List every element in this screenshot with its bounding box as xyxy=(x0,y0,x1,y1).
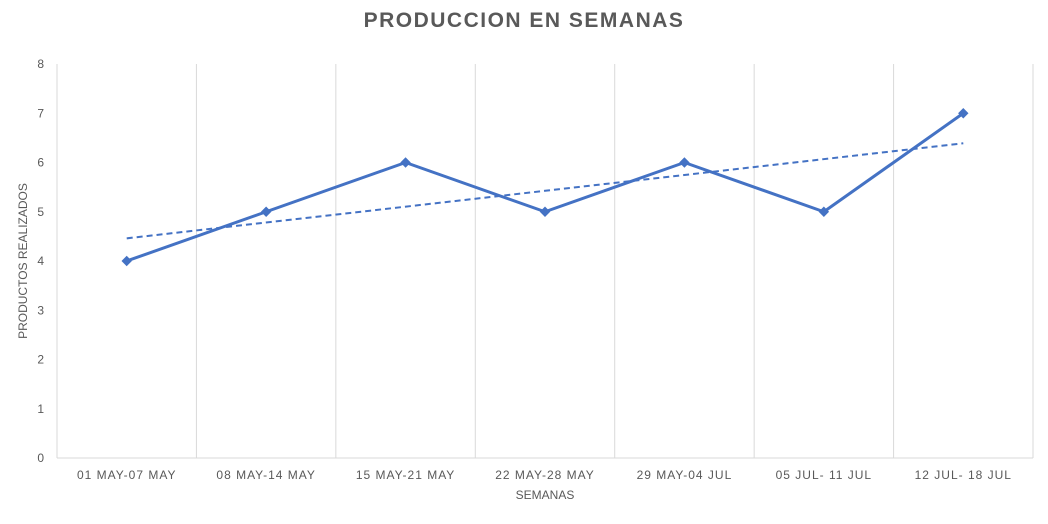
axes xyxy=(56,64,1033,459)
series-layer xyxy=(125,111,965,263)
y-tick-label: 0 xyxy=(37,451,44,465)
x-tick-label: 08 MAY-14 MAY xyxy=(216,468,315,482)
x-axis-title: SEMANAS xyxy=(516,488,575,502)
y-tick-label: 5 xyxy=(37,205,44,219)
x-tick-label: 12 JUL- 18 JUL xyxy=(915,468,1012,482)
trendline xyxy=(126,142,964,240)
data-point-marker xyxy=(539,206,551,217)
y-tick-label: 1 xyxy=(37,402,44,416)
y-tick-label: 8 xyxy=(37,57,44,71)
x-tick-label: 29 MAY-04 JUL xyxy=(637,468,733,482)
x-tick-label: 22 MAY-28 MAY xyxy=(495,468,594,482)
series-line xyxy=(125,111,965,263)
x-tick-label: 15 MAY-21 MAY xyxy=(356,468,455,482)
y-axis-ticks: 0 1 2 3 4 5 6 7 8 xyxy=(37,57,44,465)
y-tick-label: 7 xyxy=(37,106,44,120)
data-point-marker xyxy=(121,255,132,267)
y-tick-label: 6 xyxy=(37,156,44,170)
y-tick-label: 4 xyxy=(37,254,44,268)
y-axis-title: PRODUCTOS REALIZADOS xyxy=(16,183,30,339)
data-point-marker xyxy=(679,157,690,168)
x-axis-ticks: 01 MAY-07 MAY 08 MAY-14 MAY 15 MAY-21 MAY 2… xyxy=(77,468,1012,482)
data-point-marker xyxy=(818,206,830,217)
trendline-layer xyxy=(126,142,964,240)
gridlines xyxy=(195,64,1034,458)
chart-title: PRODUCCION EN SEMANAS xyxy=(363,9,685,32)
y-tick-label: 3 xyxy=(37,303,44,317)
x-tick-label: 05 JUL- 11 JUL xyxy=(776,468,872,482)
y-tick-label: 2 xyxy=(37,353,44,367)
markers-layer xyxy=(121,108,969,267)
data-point-marker xyxy=(958,108,969,119)
data-point-marker xyxy=(400,157,411,168)
data-point-marker xyxy=(260,206,272,217)
x-tick-label: 01 MAY-07 MAY xyxy=(77,468,176,482)
